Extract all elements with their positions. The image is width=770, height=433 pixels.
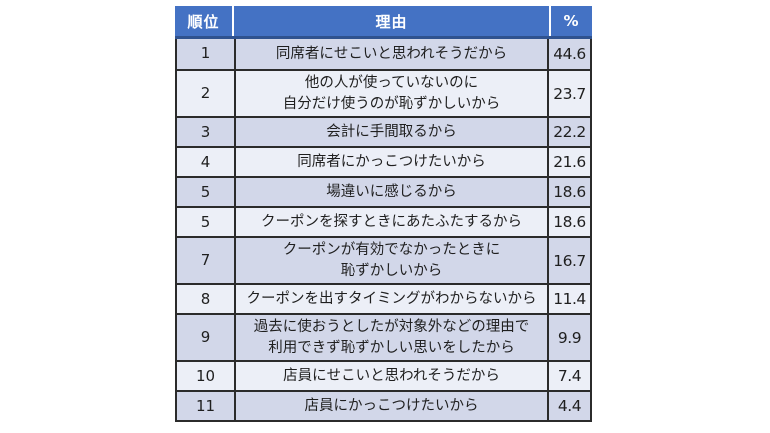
percent-cell: 4.4: [547, 392, 590, 421]
percent-cell: 21.6: [547, 148, 590, 177]
table-row: 5 クーポンを探すときにあたふたするから 18.6: [177, 206, 590, 237]
percent-cell: 18.6: [547, 208, 590, 237]
table-row: 11 店員にかっこつけたいから 4.4: [177, 390, 590, 421]
percent-cell: 22.2: [547, 118, 590, 147]
percent-cell: 44.6: [547, 39, 590, 69]
reason-cell: クーポンが有効でなかったときに 恥ずかしいから: [234, 238, 547, 284]
percent-cell: 18.6: [547, 178, 590, 207]
rank-cell: 5: [177, 208, 234, 237]
reason-cell: 過去に使おうとしたが対象外などの理由で 利用できず恥ずかしい思いをしたから: [234, 315, 547, 361]
reason-cell: 会計に手間取るから: [234, 118, 547, 147]
table-row: 5 場違いに感じるから 18.6: [177, 176, 590, 207]
table-row: 1 同席者にせこいと思われそうだから 44.6: [177, 39, 590, 69]
header-reason: 理由: [232, 6, 549, 36]
reason-cell: 店員にせこいと思われそうだから: [234, 362, 547, 391]
table-row: 10 店員にせこいと思われそうだから 7.4: [177, 360, 590, 391]
reason-cell: クーポンを出すタイミングがわからないから: [234, 285, 547, 314]
rank-cell: 8: [177, 285, 234, 314]
table-row: 9 過去に使おうとしたが対象外などの理由で 利用できず恥ずかしい思いをしたから …: [177, 313, 590, 361]
rank-cell: 11: [177, 392, 234, 421]
header-rank: 順位: [187, 12, 220, 31]
percent-cell: 11.4: [547, 285, 590, 314]
table-row: 3 会計に手間取るから 22.2: [177, 116, 590, 147]
reason-cell: 店員にかっこつけたいから: [234, 392, 547, 421]
rank-cell: 1: [177, 39, 234, 69]
rank-cell: 3: [177, 118, 234, 147]
percent-cell: 23.7: [547, 71, 590, 117]
table-row: 7 クーポンが有効でなかったときに 恥ずかしいから 16.7: [177, 236, 590, 284]
reason-cell: 同席者にかっこつけたいから: [234, 148, 547, 177]
reason-cell: 他の人が使っていないのに 自分だけ使うのが恥ずかしいから: [234, 71, 547, 117]
percent-cell: 9.9: [547, 315, 590, 361]
percent-cell: 16.7: [547, 238, 590, 284]
table-row: 8 クーポンを出すタイミングがわからないから 11.4: [177, 283, 590, 314]
reason-cell: 同席者にせこいと思われそうだから: [234, 39, 547, 69]
rank-cell: 10: [177, 362, 234, 391]
table-header-row: 順位 理由 %: [175, 6, 592, 39]
rank-cell: 4: [177, 148, 234, 177]
reason-cell: クーポンを探すときにあたふたするから: [234, 208, 547, 237]
rank-cell: 2: [177, 71, 234, 117]
table-row: 4 同席者にかっこつけたいから 21.6: [177, 146, 590, 177]
table-row: 2 他の人が使っていないのに 自分だけ使うのが恥ずかしいから 23.7: [177, 69, 590, 117]
reason-cell: 場違いに感じるから: [234, 178, 547, 207]
rank-cell: 7: [177, 238, 234, 284]
header-percent: %: [549, 6, 592, 36]
rank-cell: 9: [177, 315, 234, 361]
table-body: 1 同席者にせこいと思われそうだから 44.6 2 他の人が使っていないのに 自…: [175, 39, 592, 423]
rank-cell: 5: [177, 178, 234, 207]
percent-cell: 7.4: [547, 362, 590, 391]
ranking-table: 順位 理由 % 1 同席者にせこいと思われそうだから 44.6 2 他の人が使っ…: [175, 6, 592, 423]
